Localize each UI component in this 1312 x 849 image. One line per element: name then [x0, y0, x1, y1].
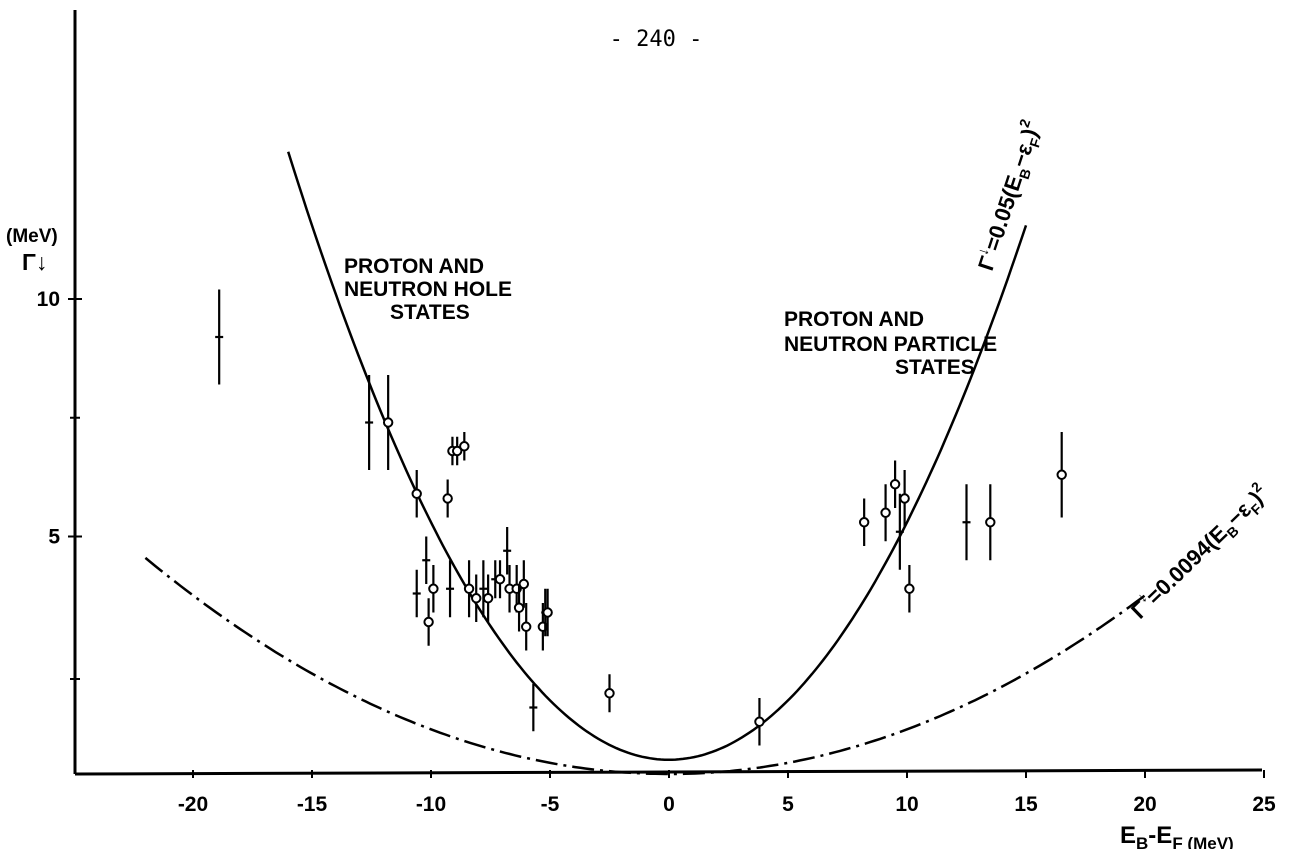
data-point [895, 493, 904, 570]
data-point [858, 498, 870, 546]
data-point [423, 598, 434, 646]
x-tick-label: -15 [297, 793, 328, 816]
data-point [889, 460, 901, 508]
data-point [412, 569, 421, 618]
particles-annotation-line-1: PROTON AND [784, 308, 924, 331]
data-point [365, 375, 374, 470]
point-marker-circle [518, 578, 530, 590]
data-point [422, 536, 431, 584]
solid-fit-curve [287, 151, 1028, 761]
point-marker-circle [442, 493, 453, 504]
y-tick-label: 5 [48, 526, 60, 549]
point-marker-circle [985, 517, 996, 528]
dashdot-formula-rhs: =0.0094(E [1141, 520, 1232, 609]
solid-curve-formula: Γ↓=0.05(EB−εF)2 [970, 117, 1049, 275]
x-axis-label-dash: - [1148, 822, 1156, 849]
x-axis-label-sub-b: B [1136, 834, 1148, 849]
data-point [446, 560, 455, 618]
holes-annotation: PROTON AND NEUTRON HOLE STATES [344, 255, 512, 324]
point-marker-circle [382, 417, 394, 428]
point-marker-circle [411, 488, 422, 499]
page-number: - 240 - [610, 27, 703, 52]
x-tick-label: -10 [416, 793, 446, 816]
point-marker-circle [463, 583, 475, 594]
point-marker-circle [513, 602, 525, 613]
data-point [482, 574, 494, 622]
dash-dot-fit-curve [144, 556, 1146, 776]
holes-annotation-line-3: STATES [390, 301, 470, 324]
data-point [880, 484, 891, 542]
x-tick-label: -20 [178, 793, 208, 816]
particles-annotation: PROTON AND NEUTRON PARTICLE STATES [784, 308, 997, 379]
y-axis-unit-label: (MeV) [6, 226, 58, 247]
point-marker-circle [542, 607, 553, 618]
x-tick-label: 25 [1252, 793, 1276, 816]
holes-annotation-line-2: NEUTRON HOLE [344, 278, 512, 301]
point-marker-circle [858, 517, 870, 528]
data-point [962, 484, 971, 561]
data-point [459, 432, 470, 461]
point-marker-circle [459, 441, 470, 452]
data-point [451, 436, 463, 466]
point-marker-circle [521, 621, 532, 632]
x-axis-label-e: E [1120, 822, 1136, 849]
y-tick-label: 10 [37, 288, 60, 311]
x-axis-label-unit: (MeV) [1183, 834, 1234, 849]
point-marker-circle [471, 593, 482, 604]
data-point [604, 674, 615, 713]
x-axis-label: EB-EF (MeV) [1120, 822, 1234, 849]
data-point [904, 565, 915, 613]
data-point [479, 560, 488, 618]
data-point [471, 574, 482, 622]
data-points [215, 289, 1067, 746]
x-tick-label: -5 [541, 793, 560, 816]
y-axis-ticks: 5 10 [37, 288, 82, 680]
data-point [899, 470, 910, 527]
data-point [442, 479, 453, 518]
point-marker-circle [899, 493, 910, 504]
holes-annotation-line-1: PROTON AND [344, 255, 484, 278]
data-point [503, 527, 512, 575]
point-marker-circle [604, 688, 615, 699]
x-axis-label-e2: E [1156, 822, 1172, 849]
x-tick-label: 10 [895, 793, 918, 816]
data-point [1056, 432, 1067, 518]
point-marker-circle [904, 583, 915, 594]
data-point [754, 698, 765, 746]
data-point [428, 565, 439, 613]
point-marker-circle [1056, 469, 1067, 480]
particles-annotation-line-3: STATES [895, 356, 975, 379]
point-marker-circle [482, 593, 494, 604]
data-point [529, 683, 538, 732]
point-marker-circle [880, 507, 891, 518]
y-axis-symbol-label: Γ↓ [22, 249, 47, 275]
data-point [411, 470, 422, 518]
data-point [494, 560, 506, 599]
data-point [542, 588, 553, 637]
x-axis-label-sub-f: F [1172, 834, 1182, 849]
x-tick-label: 20 [1133, 793, 1156, 816]
x-tick-label: 15 [1014, 793, 1038, 816]
data-point [215, 289, 224, 385]
data-point [463, 560, 475, 618]
point-marker-circle [451, 445, 463, 457]
x-tick-label: 0 [663, 793, 675, 816]
particles-annotation-line-2: NEUTRON PARTICLE [784, 333, 997, 356]
solid-formula-sub-b: B [1016, 167, 1034, 182]
x-tick-label: 5 [782, 793, 794, 816]
data-point [521, 603, 532, 651]
x-axis-ticks: -20 -15 -10 -5 0 5 10 15 20 25 [178, 770, 1276, 816]
point-marker-circle [754, 716, 765, 727]
dash-dot-curve-formula: Γ↓=0.0094(EB−εF)2 [1124, 478, 1276, 626]
point-marker-circle [494, 574, 506, 585]
data-point [504, 565, 515, 613]
data-point [985, 484, 996, 561]
data-point [518, 560, 530, 608]
data-point [382, 375, 394, 470]
point-marker-circle [428, 583, 439, 594]
point-marker-circle [889, 479, 901, 490]
point-marker-circle [423, 616, 434, 628]
